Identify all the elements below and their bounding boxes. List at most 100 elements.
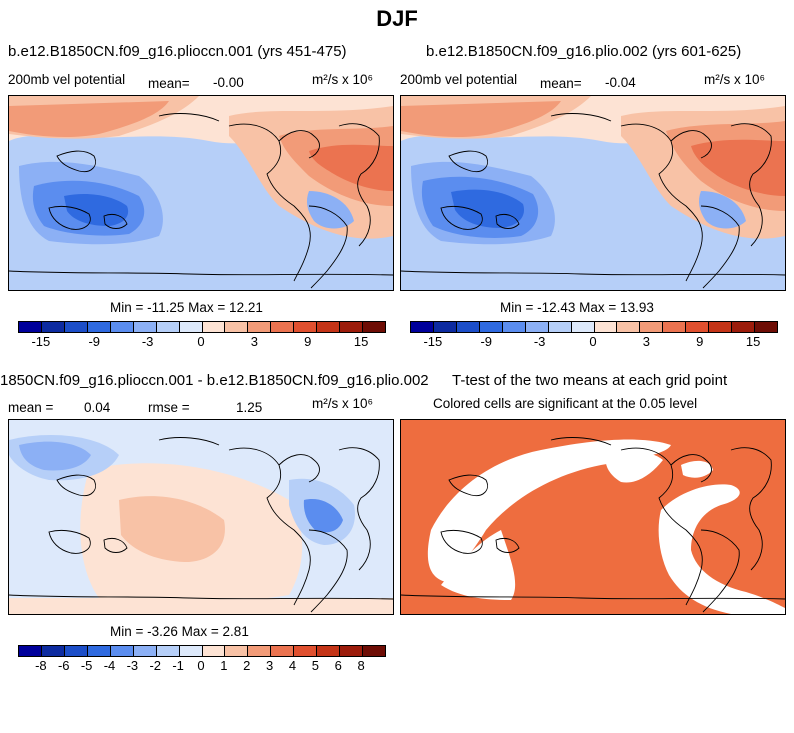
panel3-field-asia-mid xyxy=(19,441,91,471)
panel1-field-westpac-strong xyxy=(9,101,169,138)
panel1-colorbar-box xyxy=(248,322,272,332)
panel3-map-svg xyxy=(9,420,393,614)
panel2-colorbar xyxy=(410,321,778,333)
panel1-coastlines xyxy=(9,113,393,289)
panel3-mean-label: mean = xyxy=(8,400,54,415)
panel3-field-southern-positive xyxy=(9,598,393,614)
figure-title: DJF xyxy=(376,6,418,31)
panel3-colorbar-tick: -2 xyxy=(149,658,162,673)
panel3-colorbar-box xyxy=(87,646,111,656)
panel3-colorbar-tick: -6 xyxy=(57,658,70,673)
panel3-colorbar-tick: 2 xyxy=(243,658,251,673)
panel4-nonsignificant-band-a xyxy=(427,439,671,582)
panel3-colorbar-tick: 6 xyxy=(334,658,342,673)
panel1-field-atlantic-strong xyxy=(309,144,393,191)
panel3-colorbar-box xyxy=(41,646,65,656)
panel4-map xyxy=(400,419,786,615)
panel1-field-samerica-negative xyxy=(306,191,354,229)
panel1-colorbar-box xyxy=(41,322,65,332)
panel2-colorbar-tick: -3 xyxy=(533,334,546,349)
panel2-colorbar-tick: -9 xyxy=(480,334,493,349)
panel2-units: m²/s x 10⁶ xyxy=(704,72,766,87)
panel1-colorbar-box xyxy=(294,322,318,332)
panel3-mean-value: 0.04 xyxy=(84,400,111,415)
panel3-colorbar-tick: -3 xyxy=(126,658,139,673)
panel3-colorbar-box xyxy=(248,646,272,656)
panel2-colorbar-tick: -15 xyxy=(423,334,443,349)
panel2-mean-label: mean= xyxy=(540,76,582,91)
panel1-colorbar-box xyxy=(179,322,203,332)
panel2-mean-value: -0.04 xyxy=(605,75,636,90)
panel2-variable-label: 200mb vel potential xyxy=(400,72,518,87)
panel2-colorbar-box xyxy=(594,322,618,332)
panel3-rmse-value: 1.25 xyxy=(236,400,263,415)
panel2-colorbar-box xyxy=(502,322,526,332)
panel3-colorbar-box xyxy=(64,646,88,656)
panel4-coastlines xyxy=(401,437,785,613)
panel2-colorbar-box xyxy=(548,322,572,332)
panel1-variable-label: 200mb vel potential xyxy=(8,72,126,87)
panel1-colorbar-tick: -15 xyxy=(31,334,51,349)
panel2-title: b.e12.B1850CN.f09_g16.plio.002 (yrs 601-… xyxy=(426,43,742,60)
panel1-colorbar-box xyxy=(317,322,341,332)
panel2-colorbar-box xyxy=(755,322,777,332)
panel2-colorbar-box xyxy=(663,322,687,332)
panel3-colorbar-box xyxy=(225,646,249,656)
panel3-field-atlantic-mid xyxy=(303,499,343,533)
panel1-map xyxy=(8,95,394,291)
panel4-nonsignificant-band-d xyxy=(658,484,785,614)
panel3-colorbar-tick: -1 xyxy=(172,658,184,673)
panel3-colorbar-tick: -8 xyxy=(35,658,47,673)
panel1-colorbar-box xyxy=(87,322,111,332)
panel1-colorbar-box xyxy=(225,322,249,332)
panel4-title: T-test of the two means at each grid poi… xyxy=(452,372,728,389)
panel2-map xyxy=(400,95,786,291)
panel1-colorbar xyxy=(18,321,386,333)
panel1-units: m²/s x 10⁶ xyxy=(312,72,374,87)
panel1-colorbar-tick: -3 xyxy=(141,334,154,349)
panel4-nonsignificant-band-c xyxy=(605,450,663,483)
panel3-units: m²/s x 10⁶ xyxy=(312,396,374,411)
panel3-rmse-label: rmse = xyxy=(148,400,190,415)
panel1-title: b.e12.B1850CN.f09_g16.plioccn.001 (yrs 4… xyxy=(8,43,347,60)
panel3-colorbar-box xyxy=(340,646,364,656)
panel2-colorbar-box xyxy=(617,322,641,332)
panel1-colorbar-tick: 3 xyxy=(250,334,258,349)
panel3-colorbar-tick: 4 xyxy=(288,658,297,673)
panel3-coastlines xyxy=(9,437,393,613)
panel2-min-max: Min = -12.43 Max = 13.93 xyxy=(500,300,654,315)
panel1-colorbar-box xyxy=(271,322,295,332)
panel2-field-westpac-strong xyxy=(401,101,561,138)
panel3-colorbar-box xyxy=(363,646,385,656)
panel3-colorbar-box xyxy=(317,646,341,656)
panel2-field-samerica-negative xyxy=(698,191,746,229)
panel2-colorbar-tick: 0 xyxy=(589,334,597,349)
panel1-colorbar-box xyxy=(202,322,226,332)
panel1-colorbar-box xyxy=(156,322,180,332)
panel3-title: 1850CN.f09_g16.plioccn.001 - b.e12.B1850… xyxy=(0,372,429,389)
panel3-colorbar-tick: 0 xyxy=(197,658,205,673)
panel3-colorbar-tick: 8 xyxy=(357,658,365,673)
panel3-min-max: Min = -3.26 Max = 2.81 xyxy=(110,624,249,639)
panel1-colorbar-box xyxy=(19,322,42,332)
panel3-colorbar-tick: 3 xyxy=(266,658,274,673)
panel3-colorbar-box xyxy=(271,646,295,656)
panel1-colorbar-box xyxy=(363,322,385,332)
panel3-colorbar-box xyxy=(133,646,157,656)
panel3-colorbar-tick: 1 xyxy=(220,658,228,673)
panel1-mean-value: -0.00 xyxy=(213,75,244,90)
panel2-coastlines xyxy=(401,113,785,289)
panel3-colorbar-box xyxy=(202,646,226,656)
panel2-colorbar-box xyxy=(433,322,457,332)
panel2-colorbar-box xyxy=(456,322,480,332)
panel1-colorbar-tick: 0 xyxy=(197,334,205,349)
panel2-field-maritime-strong xyxy=(451,189,525,228)
panel4-nonsignificant-band-e xyxy=(681,460,713,478)
panel2-colorbar-tick: 9 xyxy=(696,334,704,349)
panel2-field-atlantic-strong xyxy=(691,139,785,196)
panel3-colorbar-tick: -4 xyxy=(103,658,116,673)
panel2-colorbar-box xyxy=(525,322,549,332)
panel2-colorbar-box xyxy=(640,322,664,332)
panel3-colorbar-tick: 5 xyxy=(311,658,319,673)
panel1-colorbar-tick: 9 xyxy=(304,334,312,349)
